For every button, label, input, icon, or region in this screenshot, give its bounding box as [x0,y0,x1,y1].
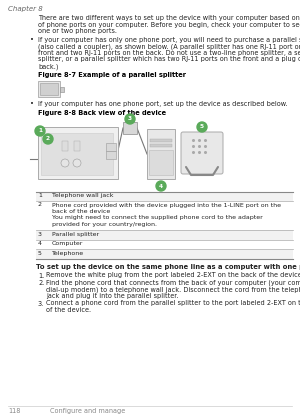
Text: To set up the device on the same phone line as a computer with one phone port: To set up the device on the same phone l… [36,264,300,270]
Text: Telephone wall jack: Telephone wall jack [52,193,113,198]
Bar [106,143,116,151]
Bar [123,122,137,134]
Text: (also called a coupler), as shown below. (A parallel splitter has one RJ-11 port: (also called a coupler), as shown below.… [38,44,300,50]
Text: Figure 8-8 Back view of the device: Figure 8-8 Back view of the device [38,110,166,117]
Circle shape [73,159,81,167]
FancyBboxPatch shape [181,132,223,174]
Text: 118: 118 [8,408,20,414]
Text: 5: 5 [38,251,42,256]
Text: If your computer has only one phone port, you will need to purchase a parallel s: If your computer has only one phone port… [38,37,300,43]
Circle shape [156,181,166,191]
Text: Configure and manage: Configure and manage [50,408,125,414]
Bar [62,141,68,151]
Bar [40,83,58,95]
Text: Figure 8-7 Example of a parallel splitter: Figure 8-7 Example of a parallel splitte… [38,73,186,78]
Text: provided for your country/region.: provided for your country/region. [52,222,157,227]
Text: of phone ports on your computer. Before you begin, check your computer to see if: of phone ports on your computer. Before … [38,22,300,28]
Text: •: • [30,101,34,107]
Text: Phone cord provided with the device plugged into the 1-LINE port on the: Phone cord provided with the device plug… [52,203,281,208]
Bar [74,141,80,151]
Bar [149,150,173,175]
Text: 3.: 3. [38,300,44,307]
Bar [36,202,293,230]
Text: Connect a phone cord from the parallel splitter to the port labeled 2-EXT on the: Connect a phone cord from the parallel s… [46,300,300,307]
Bar [38,127,118,179]
Bar [150,144,172,147]
Text: back.): back.) [38,63,58,69]
Text: 2: 2 [46,137,50,142]
Text: 2.: 2. [38,280,44,286]
Text: 5: 5 [200,124,204,129]
Bar [36,230,293,240]
Text: 1.: 1. [38,273,44,278]
Text: There are two different ways to set up the device with your computer based on th: There are two different ways to set up t… [38,15,300,22]
Text: 3: 3 [38,232,42,237]
Bar [38,81,60,97]
Text: 4: 4 [38,241,42,246]
Text: jack and plug it into the parallel splitter.: jack and plug it into the parallel split… [46,293,178,299]
Circle shape [43,134,53,144]
Text: If your computer has one phone port, set up the device as described below.: If your computer has one phone port, set… [38,101,288,107]
Bar [36,249,293,259]
Text: splitter, or a parallel splitter which has two RJ-11 ports on the front and a pl: splitter, or a parallel splitter which h… [38,56,300,63]
Text: Computer: Computer [52,241,83,246]
Circle shape [197,122,207,132]
Text: Remove the white plug from the port labeled 2-EXT on the back of the device.: Remove the white plug from the port labe… [46,273,300,278]
Circle shape [61,159,69,167]
Text: Find the phone cord that connects from the back of your computer (your computer: Find the phone cord that connects from t… [46,280,300,286]
Text: 3: 3 [128,117,132,122]
Bar [36,240,293,249]
Bar [41,133,113,175]
Text: 2: 2 [38,203,42,208]
Text: 1: 1 [38,129,42,134]
Circle shape [35,126,45,136]
Text: You might need to connect the supplied phone cord to the adapter: You might need to connect the supplied p… [52,215,263,220]
Text: back of the device: back of the device [52,209,110,214]
Bar [60,87,64,92]
Text: 4: 4 [159,183,163,188]
Bar [36,192,293,202]
Text: one or two phone ports.: one or two phone ports. [38,29,117,34]
Text: dial-up modem) to a telephone wall jack. Disconnect the cord from the telephone : dial-up modem) to a telephone wall jack.… [46,286,300,293]
Bar [106,151,116,159]
Bar [147,129,175,179]
Text: Telephone: Telephone [52,251,84,256]
Text: 1: 1 [38,193,42,198]
Text: front and two RJ-11 ports on the back. Do not use a two-line phone splitter, a s: front and two RJ-11 ports on the back. D… [38,50,300,56]
Text: Chapter 8: Chapter 8 [8,6,43,12]
Text: Parallel splitter: Parallel splitter [52,232,99,237]
Bar [150,139,172,142]
Circle shape [125,114,135,124]
Text: •: • [30,37,34,43]
Text: of the device.: of the device. [46,307,91,313]
